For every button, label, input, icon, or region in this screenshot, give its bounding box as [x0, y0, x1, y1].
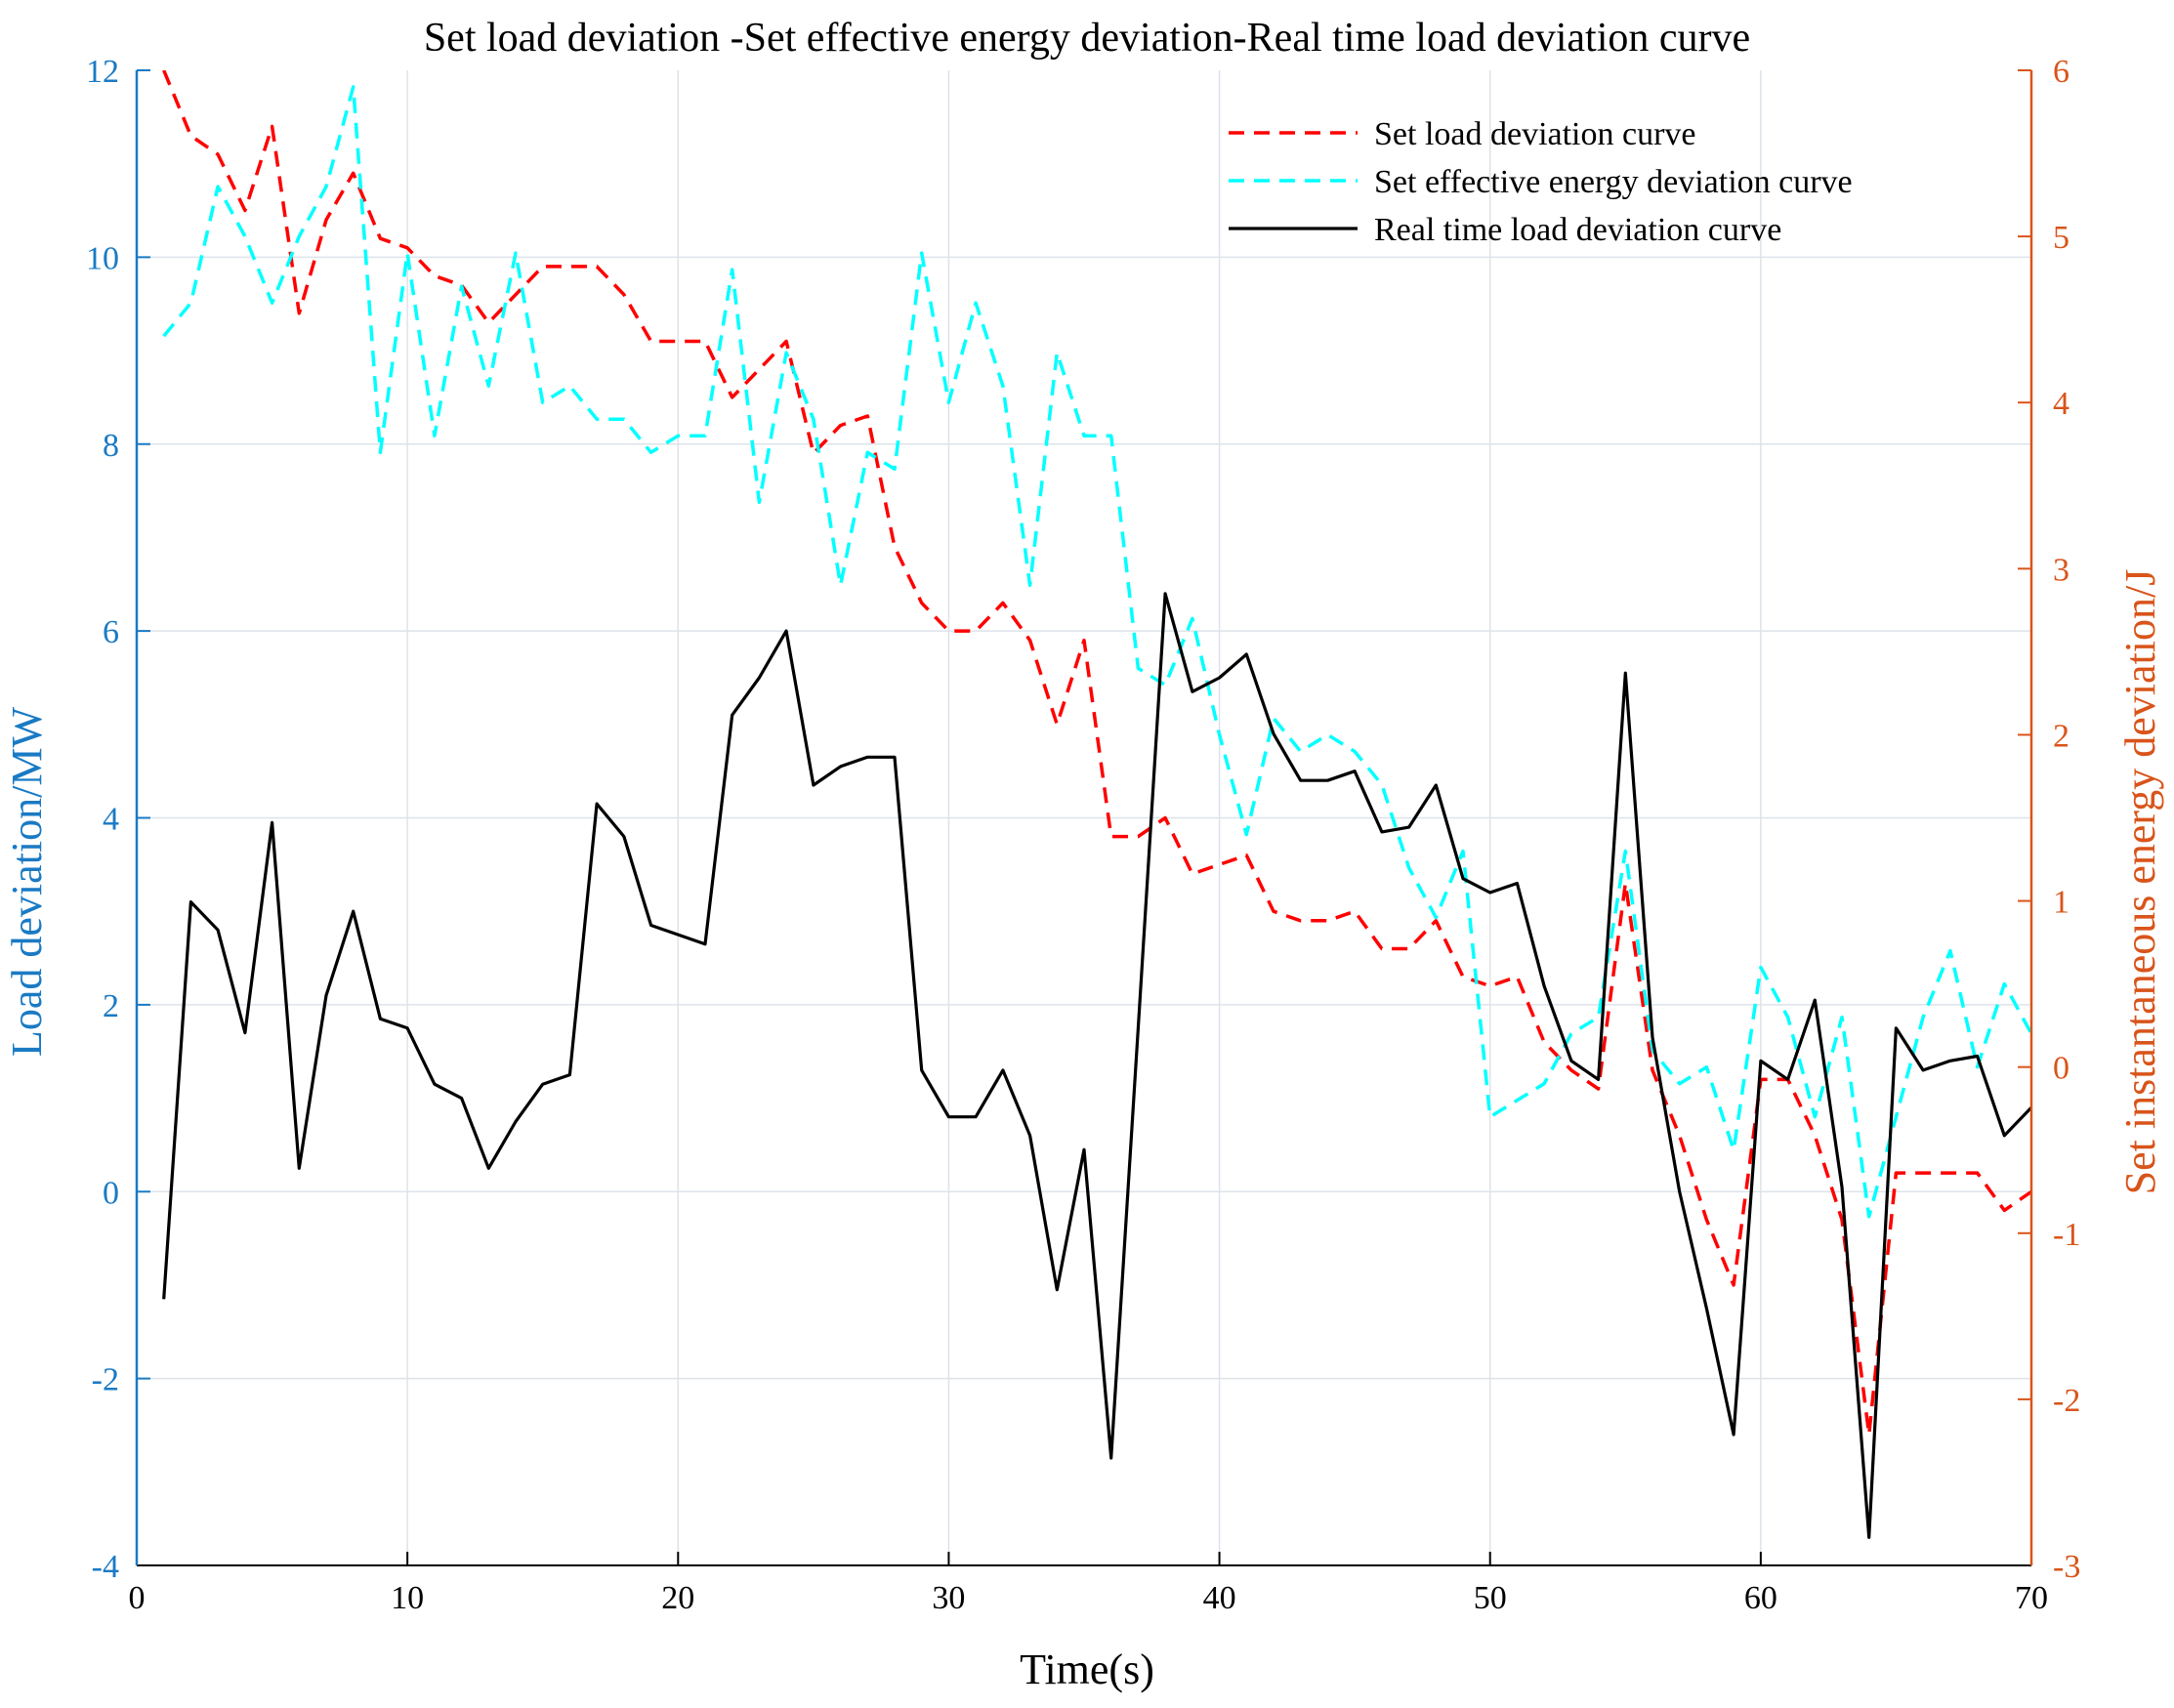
- x-tick-label: 40: [1203, 1580, 1236, 1616]
- y2-tick-label: 1: [2053, 885, 2069, 921]
- x-tick-label: 30: [932, 1580, 965, 1616]
- real-time-load-deviation-legend-label: Real time load deviation curve: [1374, 212, 1781, 248]
- y-tick-label: 4: [103, 802, 119, 838]
- y2-tick-label: 5: [2053, 220, 2069, 256]
- x-tick-label: 60: [1744, 1580, 1777, 1616]
- y-tick-label: 6: [103, 614, 119, 650]
- y-tick-label: 2: [103, 988, 119, 1024]
- y-tick-label: -4: [92, 1549, 119, 1585]
- x-tick-label: 50: [1474, 1580, 1507, 1616]
- y2-tick-label: 0: [2053, 1051, 2069, 1087]
- legend: Set load deviation curve Set effective en…: [1229, 116, 1853, 248]
- real-time-load-deviation-line: [162, 592, 2031, 1539]
- y2-tick-label: 4: [2053, 386, 2069, 422]
- axes: 0 10 20 30 40 50 60 70-4-2024681012-3-2-1012345…: [86, 54, 2080, 1616]
- x-axis-label: Time(s): [1020, 1646, 1154, 1693]
- y-axis-label: Load deviation/MW: [3, 707, 51, 1057]
- x-tick-label: 10: [391, 1580, 424, 1616]
- grid: [137, 70, 2031, 1565]
- y2-tick-label: 3: [2053, 552, 2069, 588]
- x-tick-label: 0: [129, 1580, 146, 1616]
- chart-title: Set load deviation -Set effective energy…: [424, 16, 1750, 61]
- y-tick-label: 8: [103, 428, 119, 464]
- effective-energy-deviation-line: [162, 85, 2031, 1219]
- y-tick-label: 10: [86, 240, 119, 276]
- x-tick-label: 20: [661, 1580, 694, 1616]
- series-layer: [162, 70, 2031, 1539]
- y-tick-label: 12: [86, 54, 119, 90]
- y2-tick-label: 6: [2053, 54, 2069, 90]
- y2-tick-label: 2: [2053, 718, 2069, 754]
- y2-axis-label: Set instantaneous energy deviation/J: [2116, 569, 2164, 1195]
- y2-tick-label: -2: [2053, 1383, 2080, 1419]
- y2-tick-label: -1: [2053, 1217, 2080, 1253]
- set-load-deviation-legend-label: Set load deviation curve: [1374, 116, 1696, 152]
- y-tick-label: -2: [92, 1362, 119, 1398]
- effective-energy-deviation-legend-label: Set effective energy deviation curve: [1374, 164, 1853, 200]
- y2-tick-label: -3: [2053, 1549, 2080, 1585]
- y-tick-label: 0: [103, 1175, 119, 1211]
- set-load-deviation-line: [162, 70, 2031, 1437]
- x-tick-label: 70: [2015, 1580, 2048, 1616]
